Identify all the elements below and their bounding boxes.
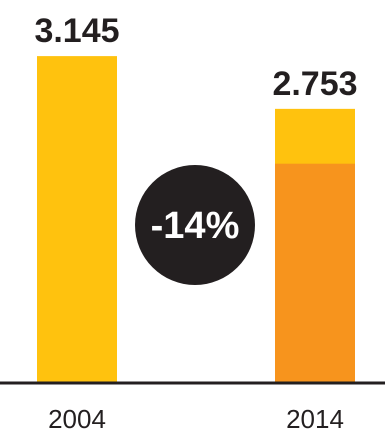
labels-group: 3.145 2004 2.753 2014 [34,12,357,434]
bar-2014-lower-segment [275,163,355,383]
category-label-2014: 2014 [286,404,344,434]
category-label-2004: 2004 [48,404,106,434]
bar-2004 [37,56,117,384]
change-badge-label: -14% [151,205,240,247]
change-badge-circle [135,165,255,285]
value-label-2014: 2.753 [272,65,357,103]
change-badge: -14% [135,165,255,285]
bars-group [37,56,355,384]
value-label-2004: 3.145 [34,12,119,50]
